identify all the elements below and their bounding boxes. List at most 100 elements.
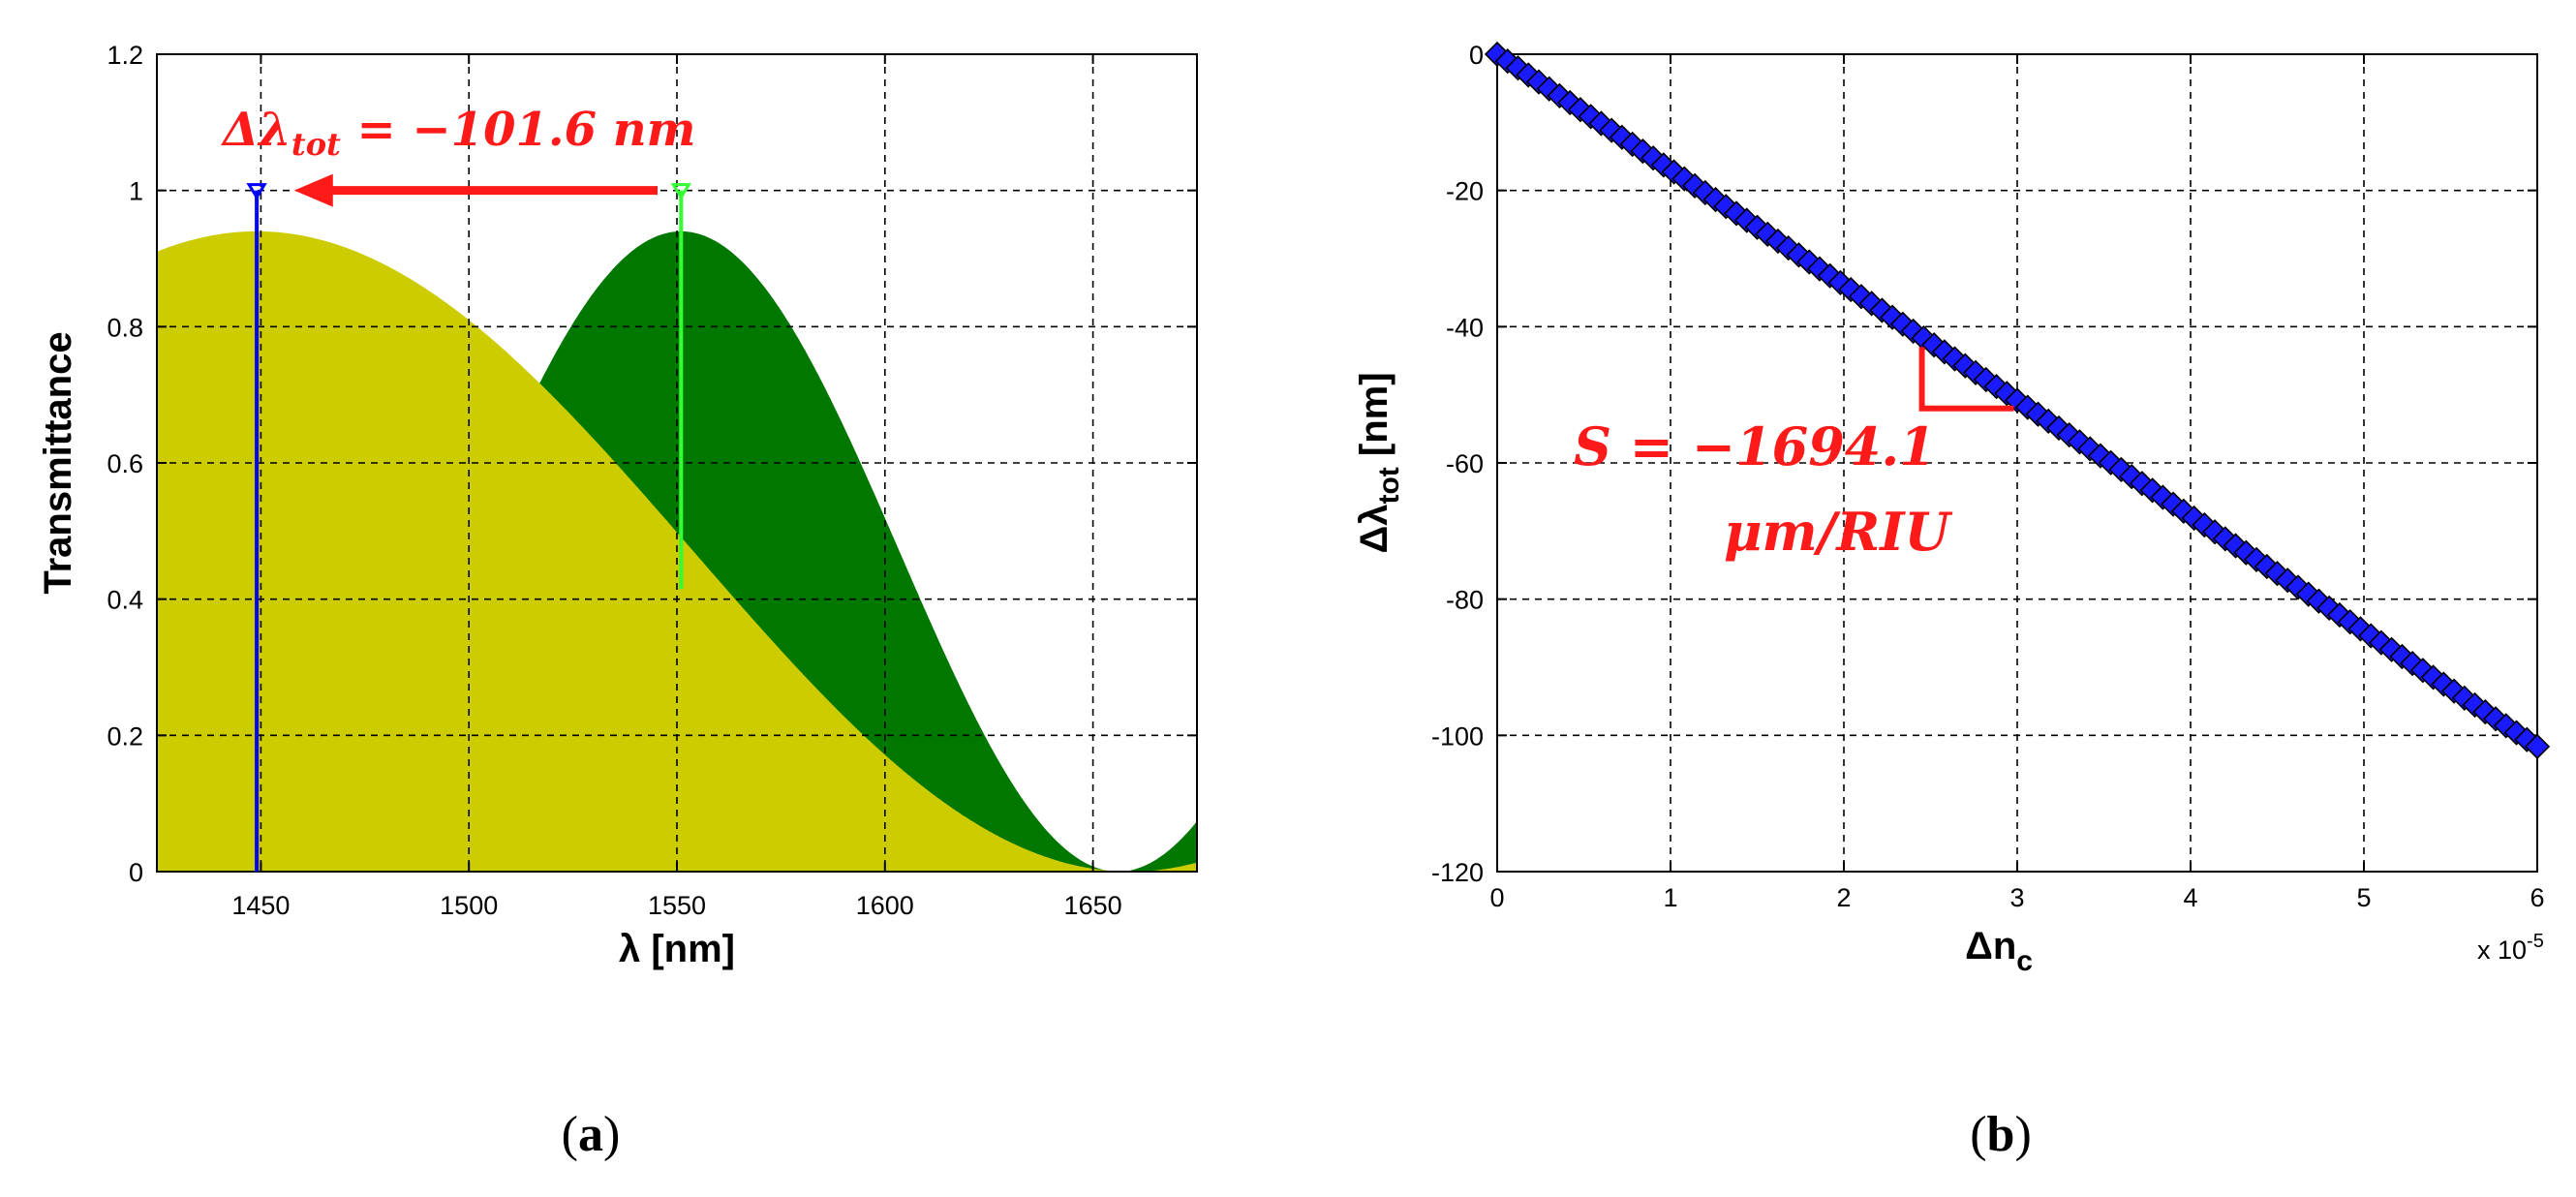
data-point xyxy=(1619,131,1645,158)
data-point xyxy=(2431,671,2457,697)
chart-b-gridlines xyxy=(1497,54,2537,872)
x-tick-label: 1650 xyxy=(1064,891,1122,920)
data-point xyxy=(1817,262,1843,289)
data-point xyxy=(1973,366,1999,393)
data-point xyxy=(2275,568,2301,594)
chart-a-x-ticks: 1450 1500 1550 1600 1650 xyxy=(231,54,1122,920)
chart-b-x-ticks: 0 1 2 3 4 5 6 xyxy=(1489,54,2545,912)
data-point xyxy=(1786,242,1812,268)
chart-b-data-points xyxy=(1484,41,2551,759)
y-tick-label: -40 xyxy=(1446,313,1484,342)
chart-a: 1450 1500 1550 1600 1650 0 0.2 0.4 0.6 0.8 1 1.2 Δ… xyxy=(37,41,1198,1162)
resonance-marker xyxy=(246,183,267,200)
chart-b-sensitivity-value: S = −1694.1 xyxy=(1574,415,1936,477)
shift-arrow-head xyxy=(293,173,333,207)
data-point xyxy=(2201,519,2228,545)
x-tick-label: 1600 xyxy=(856,891,914,920)
x-tick-label: 1500 xyxy=(440,891,498,920)
chart-a-x-axis-label: λ [nm] xyxy=(619,928,735,970)
data-point xyxy=(1920,332,1947,358)
y-tick-label: 0.2 xyxy=(107,721,143,751)
y-tick-label: 0 xyxy=(1469,41,1484,70)
chart-a-resonance-markers xyxy=(246,183,691,872)
chart-a-y-axis-label: Transmittance xyxy=(37,331,79,594)
chart-b-y-axis-label: Δλtot [nm] xyxy=(1353,372,1405,553)
x-tick-label: 2 xyxy=(1836,883,1851,912)
data-point xyxy=(2139,477,2165,504)
chart-b: 0 1 2 3 4 5 6 0 -20 -40 -60 -80 -100 -120 S = −1694.… xyxy=(1353,41,2551,1162)
data-point xyxy=(1755,221,1781,247)
data-point xyxy=(2462,691,2488,719)
data-point xyxy=(1557,89,1583,116)
data-point xyxy=(1650,152,1676,178)
data-point xyxy=(2108,456,2134,483)
x-tick-label: 6 xyxy=(2530,883,2544,912)
y-tick-label: 1.2 xyxy=(107,41,143,70)
data-point xyxy=(2014,394,2040,420)
data-point xyxy=(2181,505,2207,532)
data-point xyxy=(2440,678,2468,704)
data-point xyxy=(1681,172,1708,199)
data-point xyxy=(2150,484,2176,510)
data-point xyxy=(1505,55,1531,81)
data-point xyxy=(1879,304,1906,330)
data-point xyxy=(1983,374,2009,400)
x-tick-label: 3 xyxy=(2009,883,2024,912)
panel-label-a: (a) xyxy=(562,1107,621,1162)
data-point xyxy=(2399,650,2426,677)
y-tick-label: -20 xyxy=(1446,177,1484,206)
y-tick-label: -100 xyxy=(1431,721,1484,751)
data-point xyxy=(1661,159,1687,185)
data-point xyxy=(1848,284,1875,310)
data-point xyxy=(2170,498,2196,524)
y-tick-label: 1 xyxy=(129,177,143,206)
chart-b-slope-triangle xyxy=(1918,347,2014,412)
data-point xyxy=(2524,733,2551,759)
x-tick-label: 5 xyxy=(2356,883,2371,912)
data-point xyxy=(1630,138,1656,165)
y-tick-label: -120 xyxy=(1431,858,1484,887)
chart-b-y-ticks: 0 -20 -40 -60 -80 -100 -120 xyxy=(1431,41,2537,887)
data-point xyxy=(1713,194,1739,220)
chart-a-gridlines xyxy=(157,54,1197,872)
data-point xyxy=(2306,588,2332,614)
resonance-marker xyxy=(670,183,691,200)
y-tick-label: -60 xyxy=(1446,449,1484,478)
data-point xyxy=(2077,436,2103,462)
data-point xyxy=(2503,720,2530,746)
data-point xyxy=(1588,110,1614,137)
x-tick-label: 0 xyxy=(1489,883,1504,912)
chart-a-shift-arrow xyxy=(293,173,658,207)
chart-b-x-axis-label: Δnc xyxy=(1965,925,2033,977)
data-point xyxy=(1723,200,1750,227)
x-tick-label: 1 xyxy=(1663,883,1677,912)
x-tick-label: 1550 xyxy=(648,891,706,920)
data-point xyxy=(2472,698,2499,725)
y-tick-label: 0.4 xyxy=(107,586,143,615)
chart-a-y-ticks: 0 0.2 0.4 0.6 0.8 1 1.2 xyxy=(107,41,1197,887)
data-point xyxy=(1692,179,1718,206)
data-point xyxy=(2243,546,2270,572)
y-tick-label: 0.8 xyxy=(107,313,143,342)
data-point xyxy=(1494,48,1520,75)
data-point xyxy=(1942,346,1968,372)
chart-b-sensitivity-unit: μm/RIU xyxy=(1724,501,1953,563)
data-point xyxy=(2212,526,2238,552)
x-tick-label: 1450 xyxy=(231,891,290,920)
panel-label-b: (b) xyxy=(1970,1107,2032,1162)
y-tick-label: -80 xyxy=(1446,586,1484,615)
data-point xyxy=(2409,658,2436,684)
data-point xyxy=(2233,539,2259,566)
data-point xyxy=(2368,629,2395,656)
data-point xyxy=(2045,414,2072,442)
x-tick-label: 4 xyxy=(2183,883,2197,912)
chart-a-shift-annotation: Δλtot = −101.6 nm xyxy=(221,103,695,163)
data-point xyxy=(1889,311,1916,337)
chart-b-x-multiplier: x 10-5 xyxy=(2477,931,2544,965)
data-point xyxy=(1952,353,1978,379)
data-point xyxy=(2493,713,2519,739)
y-tick-label: 0.6 xyxy=(107,449,143,478)
y-tick-label: 0 xyxy=(129,858,143,887)
data-point xyxy=(2337,609,2363,635)
